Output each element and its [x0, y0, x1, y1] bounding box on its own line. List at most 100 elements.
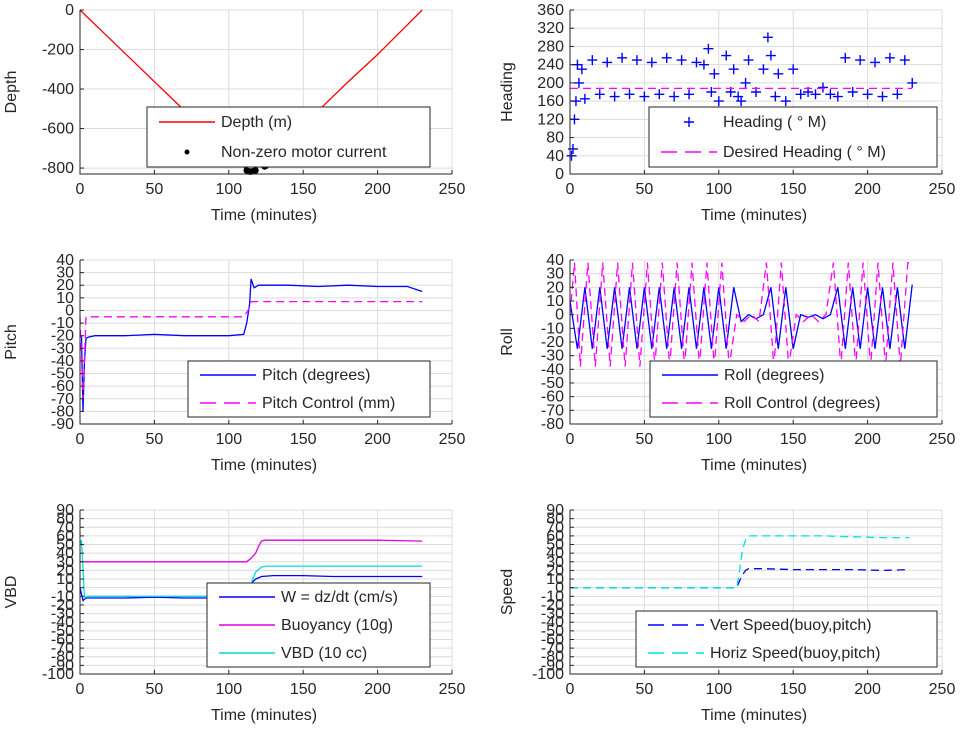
pitch-ylabel: Pitch	[3, 324, 20, 360]
roll-series-0-line	[569, 284, 913, 349]
depth-legend-label-1: Non-zero motor current	[221, 144, 387, 161]
roll-xtick-label-3: 150	[780, 431, 807, 448]
vbd-ytick-label-10: -10	[51, 588, 74, 605]
vbd-legend: W = dz/dt (cm/s) Buoyancy (10g) VBD (10 cc…	[206, 582, 431, 668]
roll-legend-label-0: Roll (degrees)	[724, 367, 824, 384]
heading-series-0-point-10	[602, 57, 613, 68]
heading-xtick-label-1: 50	[636, 181, 654, 198]
speed-legend-label-1: Horiz Speed(buoy,pitch)	[710, 645, 880, 662]
roll-chart: 0 50 100 150 200 250403020100-10-20-30-40-50-…	[499, 252, 955, 474]
vbd-legend-label-0: W = dz/dt (cm/s)	[281, 589, 398, 606]
roll-legend-label-1: Roll Control (degrees)	[724, 395, 881, 412]
speed-ytick-label-14: -50	[541, 623, 564, 640]
heading-series-0-point-50	[847, 87, 858, 97]
vbd-ytick-label-19: -100	[42, 666, 74, 683]
speed-ytick-label-4: 50	[546, 537, 564, 554]
heading-xtick-label-5: 250	[929, 181, 956, 198]
depth-xtick-label-3: 150	[290, 181, 317, 198]
speed-ytick-label-2: 70	[546, 519, 564, 536]
roll-ytick-label-7: -30	[541, 348, 564, 365]
vbd-xtick-label-1: 50	[146, 681, 164, 698]
depth-legend-key-1	[184, 149, 190, 155]
pitch-ytick-label-4: 0	[65, 302, 74, 319]
vbd-ytick-label-14: -50	[51, 623, 74, 640]
speed-ytick-label-5: 40	[546, 545, 564, 562]
roll-ytick-label-11: -70	[541, 402, 564, 419]
depth-ytick-label-2: -400	[42, 81, 74, 98]
vbd-ytick-label-8: 10	[56, 571, 74, 588]
roll-ytick-label-6: -20	[541, 334, 564, 351]
heading-xtick-label-2: 100	[705, 181, 732, 198]
heading-ylabel: Heading	[499, 62, 516, 122]
vbd-series-1	[80, 539, 423, 563]
heading-ytick-label-7: 280	[537, 38, 564, 55]
pitch-legend: Pitch (degrees) Pitch Control (mm)	[187, 360, 431, 418]
heading-series-0-point-9	[594, 89, 605, 100]
roll-xtick-label-4: 200	[854, 431, 881, 448]
pitch-xtick-label-0: 0	[76, 431, 85, 448]
vbd-chart: 0 50 100 150 200 2509080706050403020100-10-20…	[3, 502, 465, 724]
heading-xtick-label-3: 150	[780, 181, 807, 198]
roll-xtick-label-0: 0	[566, 431, 575, 448]
heading-series-0-point-32	[736, 96, 747, 107]
speed-ytick-label-18: -90	[541, 657, 564, 674]
pitch-ytick-label-5: -10	[51, 315, 74, 332]
pitch-series-1-line	[79, 300, 423, 399]
speed-ytick-label-6: 30	[546, 554, 564, 571]
speed-xtick-label-0: 0	[566, 681, 575, 698]
heading-legend-label-0: Heading ( ° M)	[723, 114, 826, 131]
vbd-ylabel: VBD	[3, 576, 20, 609]
speed-ytick-label-11: -20	[541, 597, 564, 614]
roll-ytick-label-0: 40	[546, 252, 564, 269]
speed-series-0-line	[570, 568, 910, 589]
roll-xtick-label-5: 250	[929, 431, 956, 448]
heading-series-0-point-24	[703, 43, 714, 54]
heading-series-0-point-30	[728, 64, 739, 75]
heading-chart: 0 50 100 150 200 2500408012016020024028032036…	[499, 2, 955, 224]
heading-ytick-label-5: 200	[537, 75, 564, 92]
heading-ytick-label-2: 80	[546, 130, 564, 147]
vbd-ytick-label-7: 20	[56, 562, 74, 579]
roll-ytick-label-10: -60	[541, 389, 564, 406]
vbd-ytick-label-13: -40	[51, 614, 74, 631]
vbd-ytick-label-6: 30	[56, 554, 74, 571]
heading-legend-box	[648, 106, 938, 168]
roll-xlabel: Time (minutes)	[701, 457, 807, 474]
depth-ytick-label-0: 0	[65, 2, 74, 19]
speed-legend: Vert Speed(buoy,pitch) Horiz Speed(buoy,p…	[635, 610, 938, 668]
roll-ytick-label-12: -80	[541, 416, 564, 433]
pitch-legend-label-1: Pitch Control (mm)	[262, 395, 395, 412]
heading-series-0-point-12	[617, 52, 628, 63]
heading-series-0-point-19	[669, 91, 680, 102]
vbd-xtick-label-0: 0	[76, 681, 85, 698]
heading-series-0-point-45	[810, 89, 821, 100]
heading-series-0-point-37	[762, 32, 773, 43]
vbd-ytick-label-2: 70	[56, 519, 74, 536]
depth-xtick-label-1: 50	[146, 181, 164, 198]
depth-legend: Depth (m) Non-zero motor current	[146, 106, 431, 168]
depth-series-1-point-6	[252, 167, 259, 174]
speed-series-1	[570, 535, 910, 589]
pitch-ytick-label-10: -60	[51, 378, 74, 395]
roll-ytick-label-5: -10	[541, 320, 564, 337]
heading-series-0-point-55	[884, 52, 895, 63]
roll-ytick-label-9: -50	[541, 375, 564, 392]
pitch-xtick-label-3: 150	[290, 431, 317, 448]
vbd-ytick-label-16: -70	[51, 640, 74, 657]
depth-xlabel: Time (minutes)	[211, 207, 317, 224]
heading-series-0-point-5	[573, 77, 584, 88]
speed-ytick-label-13: -40	[541, 614, 564, 631]
speed-ylabel: Speed	[499, 569, 516, 615]
vbd-xtick-label-5: 250	[439, 681, 466, 698]
depth-ylabel: Depth	[3, 71, 20, 114]
heading-series-0-point-38	[765, 50, 776, 61]
pitch-xtick-label-5: 250	[439, 431, 466, 448]
heading-series-0-point-4	[572, 59, 583, 70]
heading-legend-label-1: Desired Heading ( ° M)	[723, 144, 886, 161]
heading-xtick-label-0: 0	[566, 181, 575, 198]
heading-ytick-label-0: 0	[555, 166, 564, 183]
pitch-ytick-label-9: -50	[51, 366, 74, 383]
pitch-series-0	[80, 278, 423, 412]
speed-xlabel: Time (minutes)	[701, 707, 807, 724]
